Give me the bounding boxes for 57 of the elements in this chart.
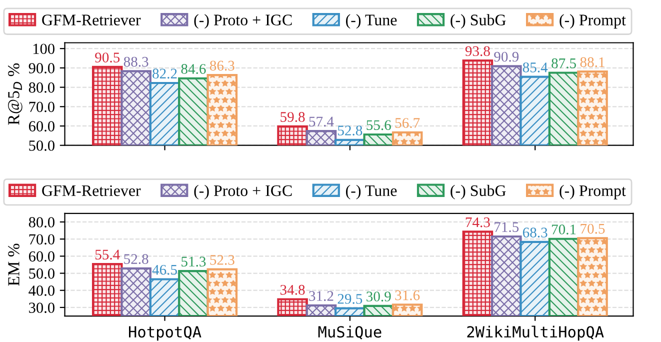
data-label: 86.3: [210, 60, 234, 71]
data-label: 59.8: [280, 112, 305, 122]
data-label: 90.5: [95, 52, 120, 63]
x-tick-label: MuSiQue: [318, 326, 382, 340]
legend-label: (-) Tune: [346, 184, 397, 200]
data-label: 52.8: [338, 126, 362, 136]
data-label: 70.1: [552, 224, 576, 234]
y-tick-label: 100: [33, 44, 54, 54]
data-label: 87.5: [552, 58, 576, 68]
data-label: 68.3: [522, 228, 548, 238]
data-label: 46.5: [152, 264, 177, 275]
data-label: 70.5: [580, 224, 605, 234]
data-label: 85.4: [522, 62, 548, 72]
legend-label: (-) Prompt: [560, 184, 626, 200]
y-tick-label: 50.0: [29, 268, 54, 279]
x-tick-label: HotpotQA: [129, 326, 202, 341]
data-label: 55.4: [95, 250, 120, 260]
data-label: 30.9: [366, 292, 391, 302]
y-axis-title: EM %: [8, 244, 20, 286]
data-label: 82.2: [152, 68, 177, 79]
y-tick-label: 60.0: [28, 121, 54, 132]
data-label: 88.3: [124, 56, 148, 67]
data-label: 51.3: [182, 256, 206, 267]
y-tick-label: 40.0: [28, 286, 54, 296]
y-tick-label: 80.0: [28, 217, 54, 228]
data-label: 29.5: [338, 294, 362, 304]
y-tick-label: 90.0: [28, 63, 54, 74]
data-label: 90.9: [494, 52, 519, 62]
y-tick-label: 60.0: [28, 251, 54, 262]
y-tick-label: 80.0: [28, 82, 54, 93]
data-label: 84.6: [181, 64, 206, 74]
legend-label: GFM-Retriever: [42, 185, 141, 196]
y-axis-title: R@5$_{D}$ %: [8, 63, 22, 125]
legend-label: (-) Proto + IGC: [194, 14, 292, 29]
data-label: 56.7: [395, 118, 420, 128]
legend-label: (-) SubG: [450, 184, 506, 200]
y-tick-label: 30.0: [29, 302, 54, 313]
data-label: 88.1: [580, 57, 604, 68]
data-label: 31.6: [395, 290, 420, 300]
legend-label: GFM-Retriever: [42, 14, 141, 26]
data-label: 74.3: [466, 217, 490, 228]
data-label: 52.3: [210, 255, 234, 265]
data-label: 57.4: [309, 116, 334, 127]
data-label: 71.5: [494, 222, 519, 232]
legend-label: (-) Tune: [346, 14, 397, 29]
legend-label: (-) SubG: [450, 14, 506, 29]
data-label: 93.8: [465, 46, 490, 56]
y-tick-label: 70.0: [29, 102, 54, 112]
y-tick-label: 50.0: [29, 140, 54, 151]
data-label: 55.6: [366, 120, 391, 130]
legend-label: (-) Proto + IGC: [194, 184, 292, 200]
data-label: 52.8: [124, 254, 148, 264]
x-tick-label: 2WikiMultiHopQA: [467, 326, 604, 341]
data-label: 34.8: [280, 284, 305, 295]
legend-label: (-) Prompt: [560, 14, 626, 29]
data-label: 31.2: [309, 291, 334, 301]
y-tick-label: 70.0: [29, 234, 54, 245]
